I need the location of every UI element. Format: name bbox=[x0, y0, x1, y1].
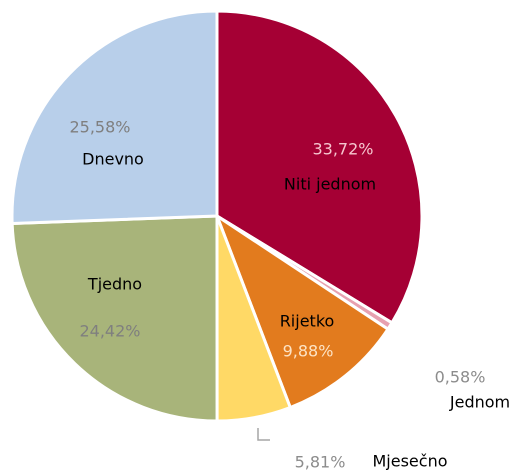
value-label: 25,58% bbox=[69, 118, 130, 137]
pie-slice bbox=[10, 214, 219, 423]
value-label: 9,88% bbox=[283, 342, 334, 361]
pie-slice bbox=[10, 9, 219, 226]
slice-label: Jednom bbox=[449, 393, 510, 412]
pie-slice bbox=[213, 212, 391, 410]
value-label: 33,72% bbox=[312, 140, 373, 159]
pie-slice bbox=[215, 9, 424, 325]
slice-label: Niti jednom bbox=[284, 175, 376, 194]
slice-label: Tjedno bbox=[87, 275, 142, 294]
slice-label: Rijetko bbox=[280, 312, 335, 331]
value-label: 24,42% bbox=[79, 322, 140, 341]
leader-line bbox=[257, 428, 270, 441]
slice-label: Mjesečno bbox=[373, 452, 448, 471]
value-label: 0,58% bbox=[435, 368, 486, 387]
value-label: 5,81% bbox=[295, 453, 346, 472]
slice-label: Dnevno bbox=[82, 150, 144, 169]
